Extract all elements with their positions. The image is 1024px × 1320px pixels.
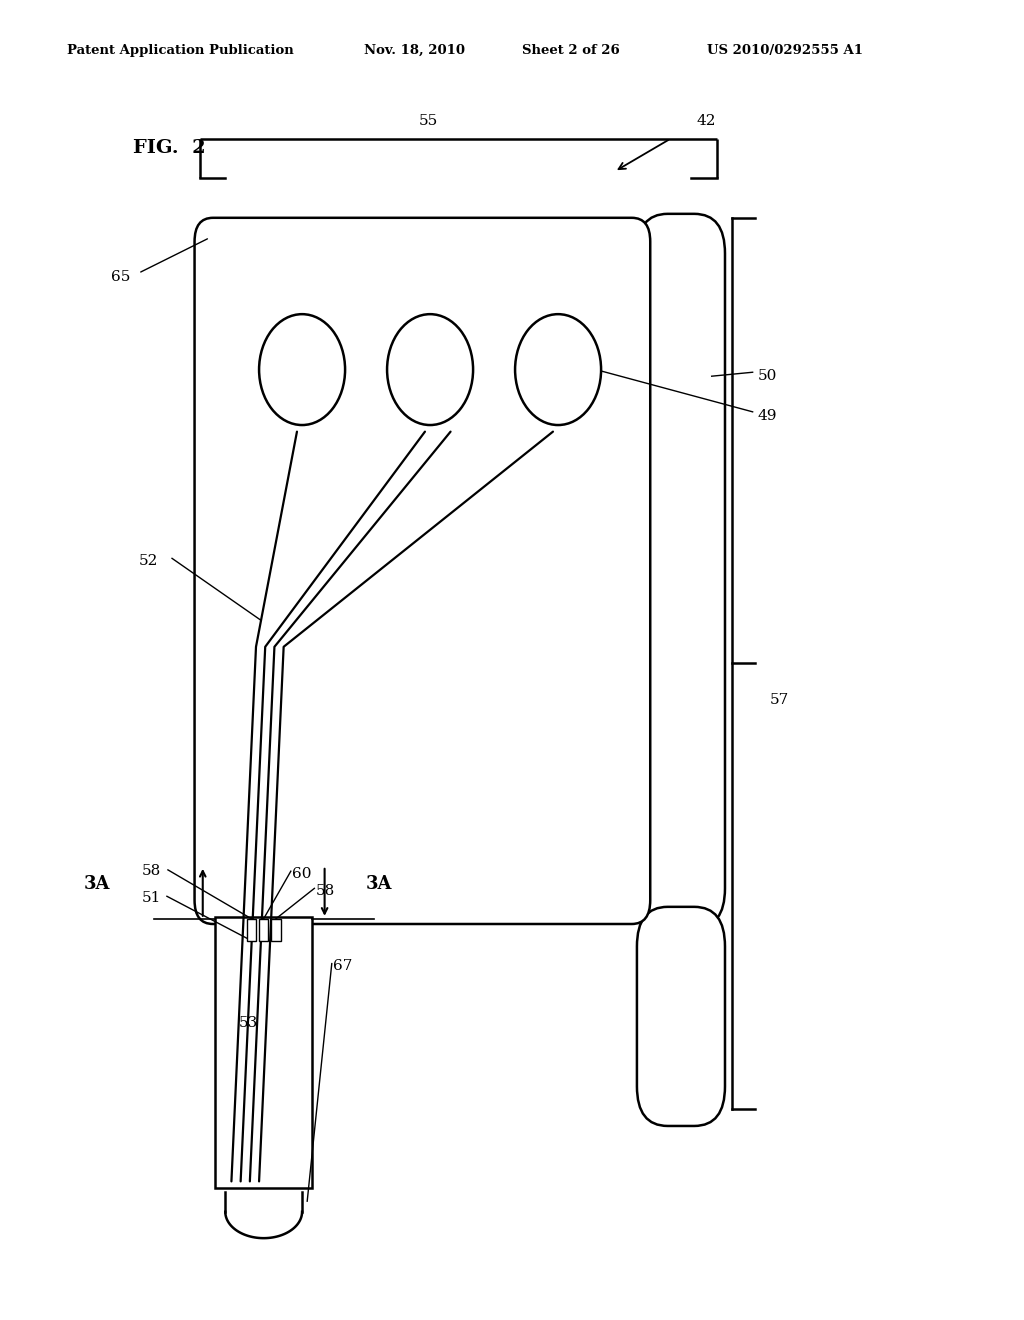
FancyBboxPatch shape bbox=[637, 907, 725, 1126]
Text: FIG.  2: FIG. 2 bbox=[133, 139, 206, 157]
Text: Nov. 18, 2010: Nov. 18, 2010 bbox=[364, 44, 465, 57]
FancyBboxPatch shape bbox=[195, 218, 650, 924]
Polygon shape bbox=[247, 919, 256, 941]
Text: 60: 60 bbox=[292, 867, 311, 880]
Text: 57: 57 bbox=[770, 693, 790, 706]
Text: 55: 55 bbox=[419, 115, 437, 128]
Polygon shape bbox=[259, 919, 268, 941]
Circle shape bbox=[515, 314, 601, 425]
Polygon shape bbox=[215, 917, 312, 1188]
Text: 53: 53 bbox=[240, 1016, 258, 1030]
Text: 51: 51 bbox=[142, 891, 161, 904]
Circle shape bbox=[259, 314, 345, 425]
Text: 52: 52 bbox=[139, 554, 158, 568]
Text: 42: 42 bbox=[696, 115, 716, 128]
Text: 50: 50 bbox=[758, 370, 777, 383]
Text: Patent Application Publication: Patent Application Publication bbox=[67, 44, 293, 57]
Text: 49: 49 bbox=[758, 409, 777, 422]
Text: 65: 65 bbox=[112, 271, 130, 284]
Polygon shape bbox=[271, 919, 281, 941]
Text: 67: 67 bbox=[333, 960, 352, 973]
Text: 3A: 3A bbox=[84, 875, 111, 894]
Text: 58: 58 bbox=[142, 865, 161, 878]
Text: US 2010/0292555 A1: US 2010/0292555 A1 bbox=[707, 44, 862, 57]
Circle shape bbox=[387, 314, 473, 425]
Text: 58: 58 bbox=[315, 884, 335, 898]
FancyBboxPatch shape bbox=[637, 214, 725, 928]
Text: Sheet 2 of 26: Sheet 2 of 26 bbox=[522, 44, 620, 57]
Text: 3A: 3A bbox=[366, 875, 392, 894]
